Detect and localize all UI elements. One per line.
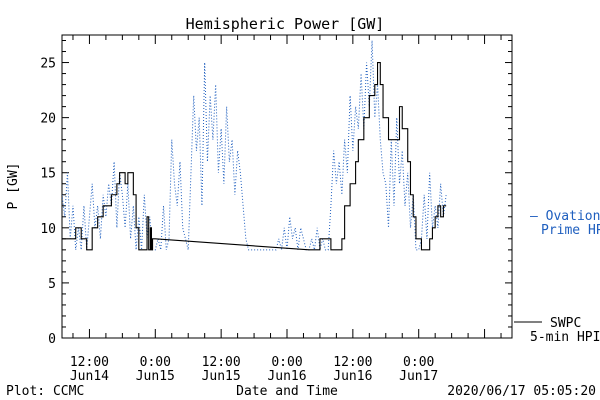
y-tick-label: 10: [40, 222, 56, 237]
x-tick-time-label: 0:00: [403, 355, 434, 370]
legend-ovation-line1: — Ovation: [530, 209, 600, 224]
x-axis: 12:00Jun140:00Jun1512:00Jun150:00Jun1612…: [70, 35, 502, 384]
series-ovation-prime-hpi-line: [62, 40, 447, 251]
y-axis-label: P [GW]: [6, 163, 21, 210]
y-tick-label: 0: [48, 332, 56, 347]
legend-ovation-line2: Prime HPI: [541, 223, 600, 238]
plot-timestamp: 2020/06/17 05:05:20: [447, 384, 596, 399]
series-swpc-5min-hpi-line: [62, 62, 447, 251]
y-tick-label: 5: [48, 277, 56, 292]
x-tick-time-label: 0:00: [271, 355, 302, 370]
x-tick-time-label: 12:00: [70, 355, 109, 370]
y-tick-label: 25: [40, 57, 56, 72]
legend-swpc-5min-hpi: SWPC 5-min HPI: [514, 316, 600, 345]
y-axis: 0 5 10 15 20 25: [40, 40, 512, 347]
x-tick-day-label: Jun15: [202, 369, 241, 384]
legend-swpc-line1: SWPC: [550, 316, 581, 331]
x-tick-day-label: Jun15: [136, 369, 175, 384]
x-tick-day-label: Jun14: [70, 369, 109, 384]
x-tick-day-label: Jun16: [333, 369, 372, 384]
x-tick-time-label: 12:00: [202, 355, 241, 370]
chart-title: Hemispheric Power [GW]: [186, 15, 385, 33]
y-tick-label: 20: [40, 112, 56, 127]
x-tick-day-label: Jun16: [267, 369, 306, 384]
plot-credit: Plot: CCMC: [6, 384, 84, 399]
x-tick-time-label: 0:00: [140, 355, 171, 370]
x-tick-time-label: 12:00: [333, 355, 372, 370]
x-axis-label: Date and Time: [236, 384, 338, 399]
legend-ovation-prime-hpi: — Ovation Prime HPI: [530, 209, 600, 238]
plot-frame: [61, 34, 513, 339]
y-tick-label: 15: [40, 167, 56, 182]
x-tick-day-label: Jun17: [399, 369, 438, 384]
legend-swpc-line2: 5-min HPI: [530, 330, 600, 345]
